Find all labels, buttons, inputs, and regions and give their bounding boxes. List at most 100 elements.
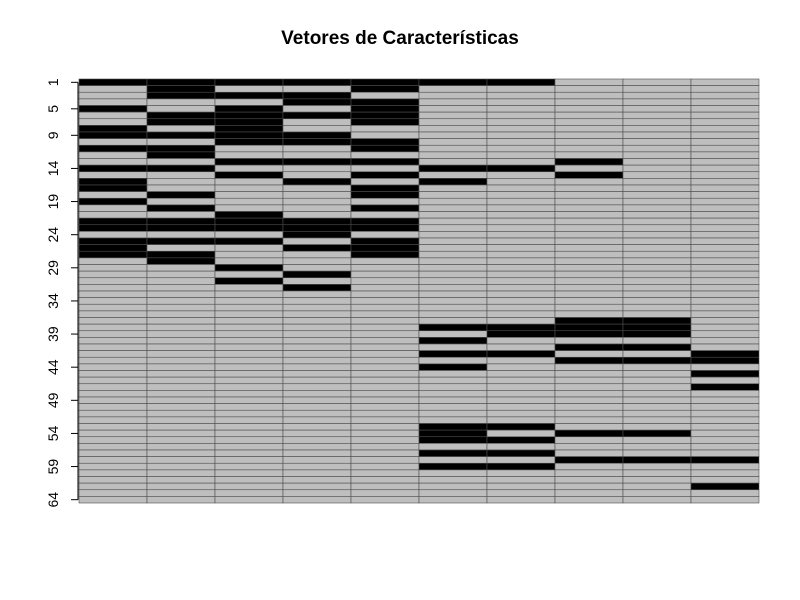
heatmap-cell-c8-r60 — [554, 469, 624, 477]
heatmap-cell-c4-r9 — [282, 131, 352, 139]
heatmap-cell-c5-r22 — [350, 217, 420, 226]
heatmap-cell-c1-r1 — [78, 78, 148, 86]
heatmap-cell-c8-r20 — [554, 204, 624, 212]
heatmap-cell-c2-r46 — [146, 376, 216, 385]
heatmap-cell-c10-r17 — [690, 184, 760, 192]
heatmap-cell-c4-r36 — [282, 310, 352, 318]
heatmap-cell-c9-r20 — [622, 204, 692, 212]
heatmap-cell-c3-r31 — [214, 277, 284, 285]
heatmap-cell-c6-r9 — [418, 131, 488, 139]
heatmap-cell-c1-r36 — [78, 310, 148, 318]
heatmap-cell-c5-r14 — [350, 164, 420, 173]
heatmap-cell-c4-r7 — [282, 118, 352, 126]
heatmap-cell-c8-r61 — [554, 476, 624, 484]
heatmap-cell-c8-r1 — [554, 78, 624, 86]
heatmap-cell-c5-r11 — [350, 144, 420, 153]
heatmap-cell-c10-r31 — [690, 277, 760, 285]
y-tick-label: 39 — [45, 326, 61, 342]
heatmap-cell-c4-r48 — [282, 390, 352, 398]
heatmap-cell-c8-r32 — [554, 284, 624, 292]
heatmap-cell-c10-r58 — [690, 456, 760, 464]
heatmap-cell-c10-r41 — [690, 343, 760, 351]
heatmap-cell-c3-r16 — [214, 178, 284, 186]
heatmap-cell-c1-r8 — [78, 125, 148, 133]
heatmap-cell-c7-r9 — [486, 131, 556, 139]
heatmap-cell-c5-r36 — [350, 310, 420, 318]
heatmap-cell-c1-r11 — [78, 144, 148, 153]
heatmap-cell-c8-r18 — [554, 191, 624, 199]
heatmap-cell-c9-r45 — [622, 370, 692, 378]
heatmap-cell-c2-r34 — [146, 297, 216, 305]
heatmap-cell-c8-r9 — [554, 131, 624, 139]
heatmap-cell-c8-r26 — [554, 244, 624, 252]
heatmap-cell-c10-r14 — [690, 164, 760, 173]
heatmap-cell-c4-r33 — [282, 290, 352, 298]
heatmap-cell-c6-r10 — [418, 138, 488, 146]
heatmap-cell-c7-r35 — [486, 303, 556, 312]
heatmap-cell-c10-r27 — [690, 250, 760, 259]
heatmap-cell-c1-r55 — [78, 436, 148, 444]
heatmap-cell-c6-r22 — [418, 217, 488, 226]
heatmap-cell-c1-r21 — [78, 211, 148, 219]
heatmap-cell-c9-r23 — [622, 224, 692, 232]
heatmap-cell-c1-r32 — [78, 284, 148, 292]
heatmap-cell-c6-r59 — [418, 462, 488, 471]
heatmap-cell-c3-r45 — [214, 370, 284, 378]
heatmap-cell-c9-r37 — [622, 317, 692, 325]
heatmap-cell-c4-r55 — [282, 436, 352, 444]
heatmap-cell-c10-r30 — [690, 270, 760, 279]
heatmap-cell-c5-r34 — [350, 297, 420, 305]
heatmap-cell-c9-r35 — [622, 303, 692, 312]
heatmap-cell-c5-r12 — [350, 151, 420, 159]
heatmap-cell-c7-r55 — [486, 436, 556, 444]
heatmap-cell-c3-r21 — [214, 211, 284, 219]
heatmap-cell-c2-r54 — [146, 429, 216, 438]
heatmap-cell-c2-r8 — [146, 125, 216, 133]
heatmap-cell-c2-r44 — [146, 363, 216, 371]
heatmap-cell-c9-r44 — [622, 363, 692, 371]
heatmap-cell-c3-r20 — [214, 204, 284, 212]
heatmap-cell-c7-r30 — [486, 270, 556, 279]
heatmap-cell-c7-r39 — [486, 330, 556, 338]
heatmap-cell-c5-r63 — [350, 489, 420, 497]
heatmap-cell-c1-r46 — [78, 376, 148, 385]
heatmap-cell-c7-r10 — [486, 138, 556, 146]
heatmap-cell-c5-r43 — [350, 356, 420, 365]
heatmap-cell-c6-r5 — [418, 105, 488, 113]
heatmap-cell-c7-r26 — [486, 244, 556, 252]
heatmap-cell-c5-r27 — [350, 250, 420, 259]
heatmap-cell-c10-r19 — [690, 197, 760, 206]
heatmap-cell-c4-r46 — [282, 376, 352, 385]
heatmap-cell-c8-r45 — [554, 370, 624, 378]
heatmap-cell-c9-r34 — [622, 297, 692, 305]
heatmap-cell-c4-r44 — [282, 363, 352, 371]
heatmap-cell-c6-r7 — [418, 118, 488, 126]
heatmap-cell-c10-r8 — [690, 125, 760, 133]
heatmap-cell-c10-r62 — [690, 482, 760, 491]
heatmap-cell-c4-r27 — [282, 250, 352, 259]
heatmap-cell-c5-r6 — [350, 111, 420, 120]
heatmap-cell-c7-r49 — [486, 396, 556, 404]
y-tick-label: 34 — [45, 293, 61, 309]
y-tick-label: 59 — [45, 459, 61, 475]
heatmap-cell-c10-r13 — [690, 158, 760, 166]
heatmap-cell-c10-r25 — [690, 237, 760, 245]
heatmap-cell-c5-r21 — [350, 211, 420, 219]
heatmap-cell-c10-r6 — [690, 111, 760, 120]
heatmap-cell-c3-r47 — [214, 383, 284, 391]
heatmap-cell-c2-r4 — [146, 98, 216, 106]
heatmap-cell-c2-r62 — [146, 482, 216, 491]
heatmap-cell-c7-r41 — [486, 343, 556, 351]
heatmap-cell-c1-r33 — [78, 290, 148, 298]
heatmap-cell-c8-r23 — [554, 224, 624, 232]
heatmap-cell-c9-r64 — [622, 496, 692, 504]
heatmap-cell-c6-r32 — [418, 284, 488, 292]
heatmap-cell-c3-r42 — [214, 350, 284, 358]
heatmap-cell-c6-r26 — [418, 244, 488, 252]
heatmap-cell-c4-r11 — [282, 144, 352, 153]
heatmap-cell-c6-r31 — [418, 277, 488, 285]
heatmap-cell-c1-r7 — [78, 118, 148, 126]
heatmap-cell-c2-r15 — [146, 171, 216, 179]
heatmap-cell-c5-r7 — [350, 118, 420, 126]
heatmap-cell-c10-r48 — [690, 390, 760, 398]
